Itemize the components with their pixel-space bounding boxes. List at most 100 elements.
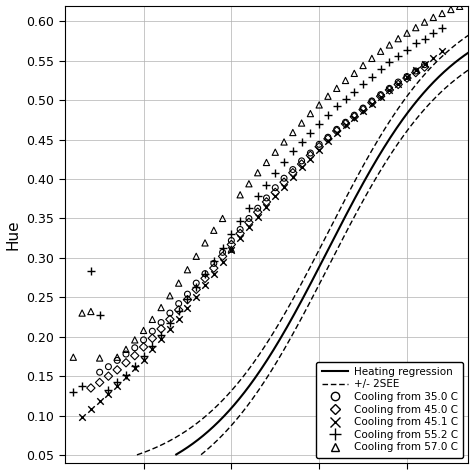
Point xyxy=(245,180,253,188)
Point xyxy=(157,319,165,326)
Point xyxy=(78,383,86,390)
Point xyxy=(412,24,419,31)
Point xyxy=(368,73,376,80)
Point xyxy=(298,138,305,146)
Point xyxy=(307,152,314,159)
Point xyxy=(298,157,305,164)
Point xyxy=(272,169,279,176)
Point xyxy=(386,58,393,66)
Point xyxy=(333,126,340,133)
Point xyxy=(192,283,200,291)
Point xyxy=(140,336,147,344)
Point xyxy=(183,304,191,311)
Point xyxy=(359,108,367,115)
Point xyxy=(429,29,437,37)
Point xyxy=(263,194,270,202)
Point xyxy=(113,354,121,361)
Point xyxy=(122,346,130,353)
Point xyxy=(166,316,173,323)
Point xyxy=(298,160,305,168)
Point xyxy=(359,80,367,87)
Point xyxy=(131,344,138,352)
Point xyxy=(438,9,446,17)
Point xyxy=(350,88,358,95)
Point xyxy=(377,93,384,101)
Point xyxy=(289,166,297,173)
Point xyxy=(201,274,209,282)
Point xyxy=(315,146,323,154)
Point xyxy=(105,386,112,393)
Point xyxy=(272,184,279,191)
Point xyxy=(324,137,332,145)
Point xyxy=(280,138,288,146)
Point xyxy=(429,14,437,21)
Point xyxy=(280,183,288,191)
Point xyxy=(219,215,227,222)
Point xyxy=(70,388,77,396)
Point xyxy=(377,92,384,100)
Point xyxy=(96,379,103,386)
Point xyxy=(377,47,384,55)
Point xyxy=(421,18,428,26)
Point xyxy=(105,363,112,371)
Point xyxy=(157,335,165,343)
Point xyxy=(87,384,95,392)
Point xyxy=(350,115,358,122)
Point xyxy=(140,353,147,360)
Point xyxy=(228,241,235,248)
Point xyxy=(421,35,428,43)
Point xyxy=(333,127,340,135)
Point xyxy=(324,134,332,141)
Point xyxy=(237,234,244,242)
Point xyxy=(359,104,367,112)
Point xyxy=(210,260,218,267)
Point xyxy=(219,258,227,265)
Point xyxy=(342,118,349,126)
Point xyxy=(175,308,182,315)
Point xyxy=(166,309,173,317)
Point xyxy=(122,373,130,381)
Point xyxy=(245,219,253,226)
Point xyxy=(254,209,262,216)
Point xyxy=(210,270,218,277)
Point xyxy=(113,366,121,374)
Point xyxy=(175,315,182,322)
Point xyxy=(183,291,191,298)
Point xyxy=(377,91,384,99)
Point xyxy=(412,67,419,75)
Point xyxy=(298,164,305,171)
Point xyxy=(157,331,165,339)
Point xyxy=(254,213,262,221)
Point xyxy=(87,308,95,315)
Point xyxy=(148,342,156,350)
Point xyxy=(394,81,402,88)
Point xyxy=(70,354,77,361)
Point xyxy=(289,169,297,176)
Point xyxy=(157,304,165,311)
Point xyxy=(280,178,288,186)
Point xyxy=(263,198,270,206)
Point xyxy=(386,84,393,92)
Point xyxy=(237,226,244,233)
Point xyxy=(403,46,411,54)
Point xyxy=(166,292,173,300)
Point xyxy=(228,246,235,254)
Point xyxy=(96,311,103,319)
Point xyxy=(333,103,340,110)
Point xyxy=(403,29,411,37)
Point xyxy=(412,40,419,47)
Point xyxy=(394,80,402,87)
Point xyxy=(307,110,314,118)
Point xyxy=(148,316,156,323)
Point xyxy=(350,113,358,120)
Point xyxy=(263,159,270,166)
Point xyxy=(228,237,235,244)
Point xyxy=(324,92,332,100)
Point xyxy=(272,189,279,196)
Point xyxy=(245,223,253,231)
Point xyxy=(324,111,332,119)
Point xyxy=(333,129,340,137)
Point xyxy=(131,336,138,344)
Point xyxy=(315,120,323,128)
Point xyxy=(201,239,209,246)
